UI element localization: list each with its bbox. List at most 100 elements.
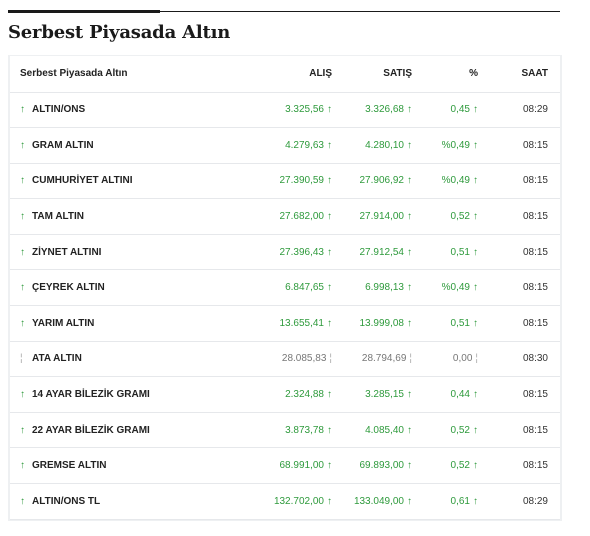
buy-price-cell: 13.655,41 ↑ <box>200 305 350 342</box>
table-row[interactable]: ↑ TAM ALTIN 27.682,00 ↑ 27.914,00 ↑ 0,52 ↑ 08:15 <box>10 198 560 235</box>
instrument-cell: ↑ TAM ALTIN <box>10 198 200 235</box>
instrument-name[interactable]: ÇEYREK ALTIN <box>32 282 105 294</box>
arrow-up-icon: ↑ <box>407 282 412 294</box>
instrument-name[interactable]: TAM ALTIN <box>32 211 85 223</box>
buy-price-cell: 4.279,63 ↑ <box>200 127 350 164</box>
table-row[interactable]: ↑ ÇEYREK ALTIN 6.847,65 ↑ 6.998,13 ↑ %0,49 ↑ 08:… <box>10 269 560 307</box>
table-row[interactable]: ↑ 22 AYAR BİLEZİK GRAMI 3.873,78 ↑ 4.085,40 ↑… <box>10 412 560 449</box>
arrow-up-icon: ↑ <box>473 460 478 472</box>
update-time: 08:29 <box>490 92 560 129</box>
gold-prices-panel: Serbest Piyasada Altın ALIŞ SATIŞ % SAAT… <box>8 55 562 521</box>
update-time: 08:15 <box>490 234 560 271</box>
arrow-up-icon: ↑ <box>327 317 332 329</box>
arrow-up-icon: ↑ <box>327 424 332 436</box>
change-percent: 0,52 <box>450 211 470 223</box>
table-row[interactable]: ↑ GRAM ALTIN 4.279,63 ↑ 4.280,10 ↑ %0,49 ↑ 08:15 <box>10 127 560 164</box>
table-row[interactable]: ↑ CUMHURİYET ALTINI 27.390,59 ↑ 27.906,92 ↑ %0… <box>10 163 560 200</box>
sell-price-cell: 28.794,69 ¦ <box>350 341 430 378</box>
change-percent: %0,49 <box>441 282 470 294</box>
instrument-name[interactable]: GREMSE ALTIN <box>32 460 107 472</box>
instrument-cell: ↑ ÇEYREK ALTIN <box>10 269 200 307</box>
instrument-name[interactable]: YARIM ALTIN <box>32 317 95 329</box>
arrow-up-icon: ↑ <box>407 139 412 151</box>
sell-price-cell: 133.049,00 ↑ <box>350 483 430 520</box>
instrument-name[interactable]: GRAM ALTIN <box>32 139 94 151</box>
change-percent-cell: 0,44 ↑ <box>430 376 490 413</box>
change-percent-cell: 0,51 ↑ <box>430 234 490 271</box>
instrument-name[interactable]: ALTIN/ONS <box>32 104 86 116</box>
buy-price-cell: 3.325,56 ↑ <box>200 92 350 129</box>
sell-price: 3.326,68 <box>365 104 404 116</box>
change-percent: 0,52 <box>450 460 470 472</box>
buy-price-cell: 27.390,59 ↑ <box>200 163 350 200</box>
change-percent: 0,51 <box>450 246 470 258</box>
instrument-name[interactable]: 14 AYAR BİLEZİK GRAMI <box>32 389 150 401</box>
sell-price-cell: 3.326,68 ↑ <box>350 92 430 129</box>
sell-price: 4.085,40 <box>365 424 404 436</box>
buy-price: 28.085,83 <box>281 353 327 365</box>
sell-price-cell: 3.285,15 ↑ <box>350 376 430 413</box>
instrument-cell: ↑ YARIM ALTIN <box>10 305 200 342</box>
arrow-up-icon: ↑ <box>407 495 412 507</box>
update-time: 08:15 <box>490 447 560 485</box>
table-row[interactable]: ↑ 14 AYAR BİLEZİK GRAMI 2.324,88 ↑ 3.285,15 ↑… <box>10 376 560 413</box>
instrument-cell: ↑ ALTIN/ONS <box>10 92 200 129</box>
column-header-time: SAAT <box>490 56 560 93</box>
sell-price-cell: 4.085,40 ↑ <box>350 412 430 449</box>
arrow-up-icon: ↑ <box>407 104 412 116</box>
instrument-cell: ↑ ALTIN/ONS TL <box>10 483 200 520</box>
change-percent: %0,49 <box>441 139 470 151</box>
arrow-up-icon: ↑ <box>327 389 332 401</box>
instrument-name[interactable]: CUMHURİYET ALTINI <box>32 175 133 187</box>
sell-price: 133.049,00 <box>353 495 404 507</box>
sell-price: 27.912,54 <box>359 246 405 258</box>
instrument-cell: ↑ 14 AYAR BİLEZİK GRAMI <box>10 376 200 413</box>
buy-price-cell: 6.847,65 ↑ <box>200 269 350 307</box>
buy-price: 27.390,59 <box>279 175 325 187</box>
arrow-up-icon: ↑ <box>327 495 332 507</box>
arrow-up-icon: ↑ <box>20 389 25 401</box>
buy-price-cell: 68.991,00 ↑ <box>200 447 350 485</box>
table-row[interactable]: ↑ GREMSE ALTIN 68.991,00 ↑ 69.893,00 ↑ 0,52 ↑ 08… <box>10 447 560 485</box>
sell-price: 4.280,10 <box>365 139 404 151</box>
sell-price: 69.893,00 <box>359 460 405 472</box>
buy-price: 3.325,56 <box>285 104 324 116</box>
instrument-name[interactable]: ALTIN/ONS TL <box>32 495 101 507</box>
table-row[interactable]: ↑ ALTIN/ONS TL 132.702,00 ↑ 133.049,00 ↑ 0,61 ↑… <box>10 483 560 520</box>
instrument-name[interactable]: ZİYNET ALTINI <box>32 246 102 258</box>
arrow-up-icon: ↑ <box>473 246 478 258</box>
arrow-up-icon: ↑ <box>407 175 412 187</box>
table-row[interactable]: ¦ ATA ALTIN 28.085,83 ¦ 28.794,69 ¦ 0,00 ¦ 08:30 <box>10 341 560 378</box>
sell-price: 13.999,08 <box>359 317 405 329</box>
sell-price: 27.906,92 <box>359 175 405 187</box>
arrow-up-icon: ↑ <box>407 211 412 223</box>
instrument-name[interactable]: 22 AYAR BİLEZİK GRAMI <box>32 424 150 436</box>
buy-price-cell: 27.682,00 ↑ <box>200 198 350 235</box>
sell-price-cell: 6.998,13 ↑ <box>350 269 430 307</box>
table-row[interactable]: ↑ YARIM ALTIN 13.655,41 ↑ 13.999,08 ↑ 0,51 ↑ 08:… <box>10 305 560 342</box>
arrow-up-icon: ↑ <box>20 104 25 116</box>
table-row[interactable]: ↑ ZİYNET ALTINI 27.396,43 ↑ 27.912,54 ↑ 0,51 ↑ 0… <box>10 234 560 271</box>
arrow-up-icon: ↑ <box>473 175 478 187</box>
arrow-up-icon: ↑ <box>20 139 25 151</box>
sell-price: 6.998,13 <box>365 282 404 294</box>
sell-price: 27.914,00 <box>359 211 405 223</box>
arrow-up-icon: ↑ <box>327 139 332 151</box>
instrument-name[interactable]: ATA ALTIN <box>32 353 82 365</box>
change-percent-cell: %0,49 ↑ <box>430 163 490 200</box>
arrow-up-icon: ↑ <box>473 317 478 329</box>
arrow-up-icon: ↑ <box>327 282 332 294</box>
buy-price: 132.702,00 <box>273 495 324 507</box>
change-percent-cell: %0,49 ↑ <box>430 269 490 307</box>
buy-price-cell: 27.396,43 ↑ <box>200 234 350 271</box>
change-percent: 0,00 <box>452 353 473 365</box>
instrument-cell: ↑ 22 AYAR BİLEZİK GRAMI <box>10 412 200 449</box>
update-time: 08:15 <box>490 163 560 200</box>
instrument-cell: ↑ CUMHURİYET ALTINI <box>10 163 200 200</box>
table-row[interactable]: ↑ ALTIN/ONS 3.325,56 ↑ 3.326,68 ↑ 0,45 ↑ 08:29 <box>10 92 560 129</box>
arrow-up-icon: ↑ <box>473 104 478 116</box>
heading-rule <box>8 11 560 12</box>
column-header-buy: ALIŞ <box>200 56 350 93</box>
arrow-up-icon: ↑ <box>473 424 478 436</box>
change-percent-cell: 0,52 ↑ <box>430 447 490 485</box>
